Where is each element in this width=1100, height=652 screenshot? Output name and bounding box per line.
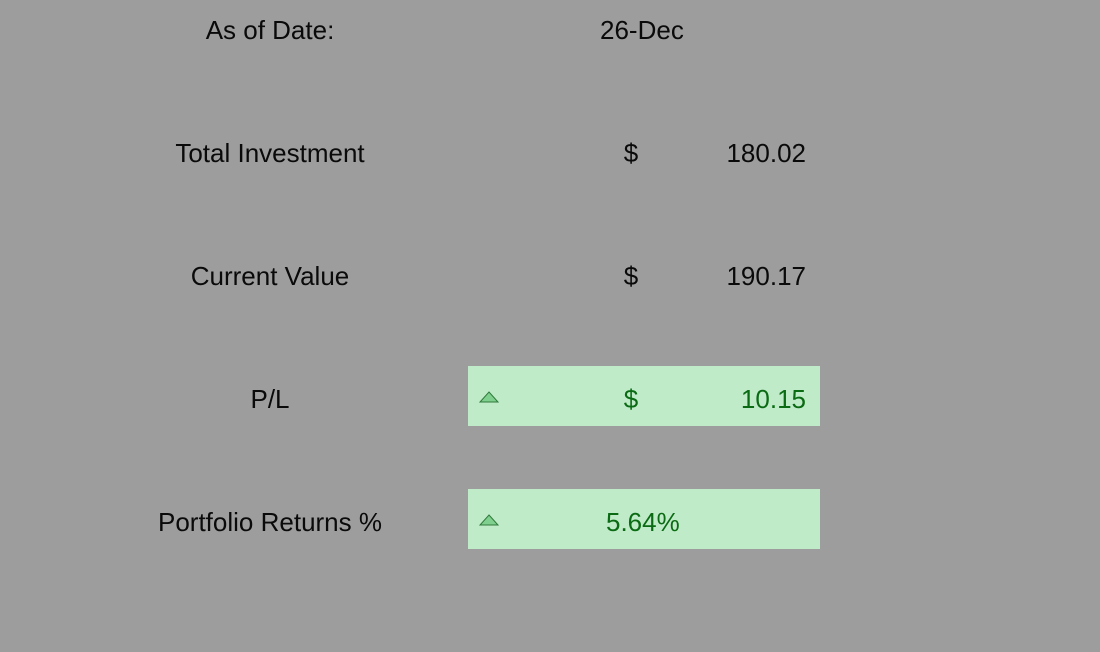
pl-value: 10.15 [740, 384, 806, 414]
current-value-currency[interactable]: $ [623, 261, 639, 291]
pl-label[interactable]: P/L [250, 384, 290, 414]
portfolio-returns-highlight-cell[interactable] [468, 489, 820, 549]
total-investment-value[interactable]: 180.02 [726, 138, 806, 168]
current-value-label[interactable]: Current Value [190, 261, 350, 291]
current-value-value[interactable]: 190.17 [726, 261, 806, 291]
total-investment-currency[interactable]: $ [623, 138, 639, 168]
total-investment-label[interactable]: Total Investment [175, 138, 365, 168]
as-of-date-label[interactable]: As of Date: [205, 15, 335, 45]
portfolio-returns-value: 5.64% [606, 507, 680, 537]
pl-currency: $ [623, 384, 639, 414]
portfolio-returns-label[interactable]: Portfolio Returns % [158, 507, 382, 537]
as-of-date-value[interactable]: 26-Dec [600, 15, 684, 45]
triangle-up-icon [479, 514, 499, 526]
triangle-up-icon [479, 391, 499, 403]
pl-highlight-cell[interactable] [468, 366, 820, 426]
